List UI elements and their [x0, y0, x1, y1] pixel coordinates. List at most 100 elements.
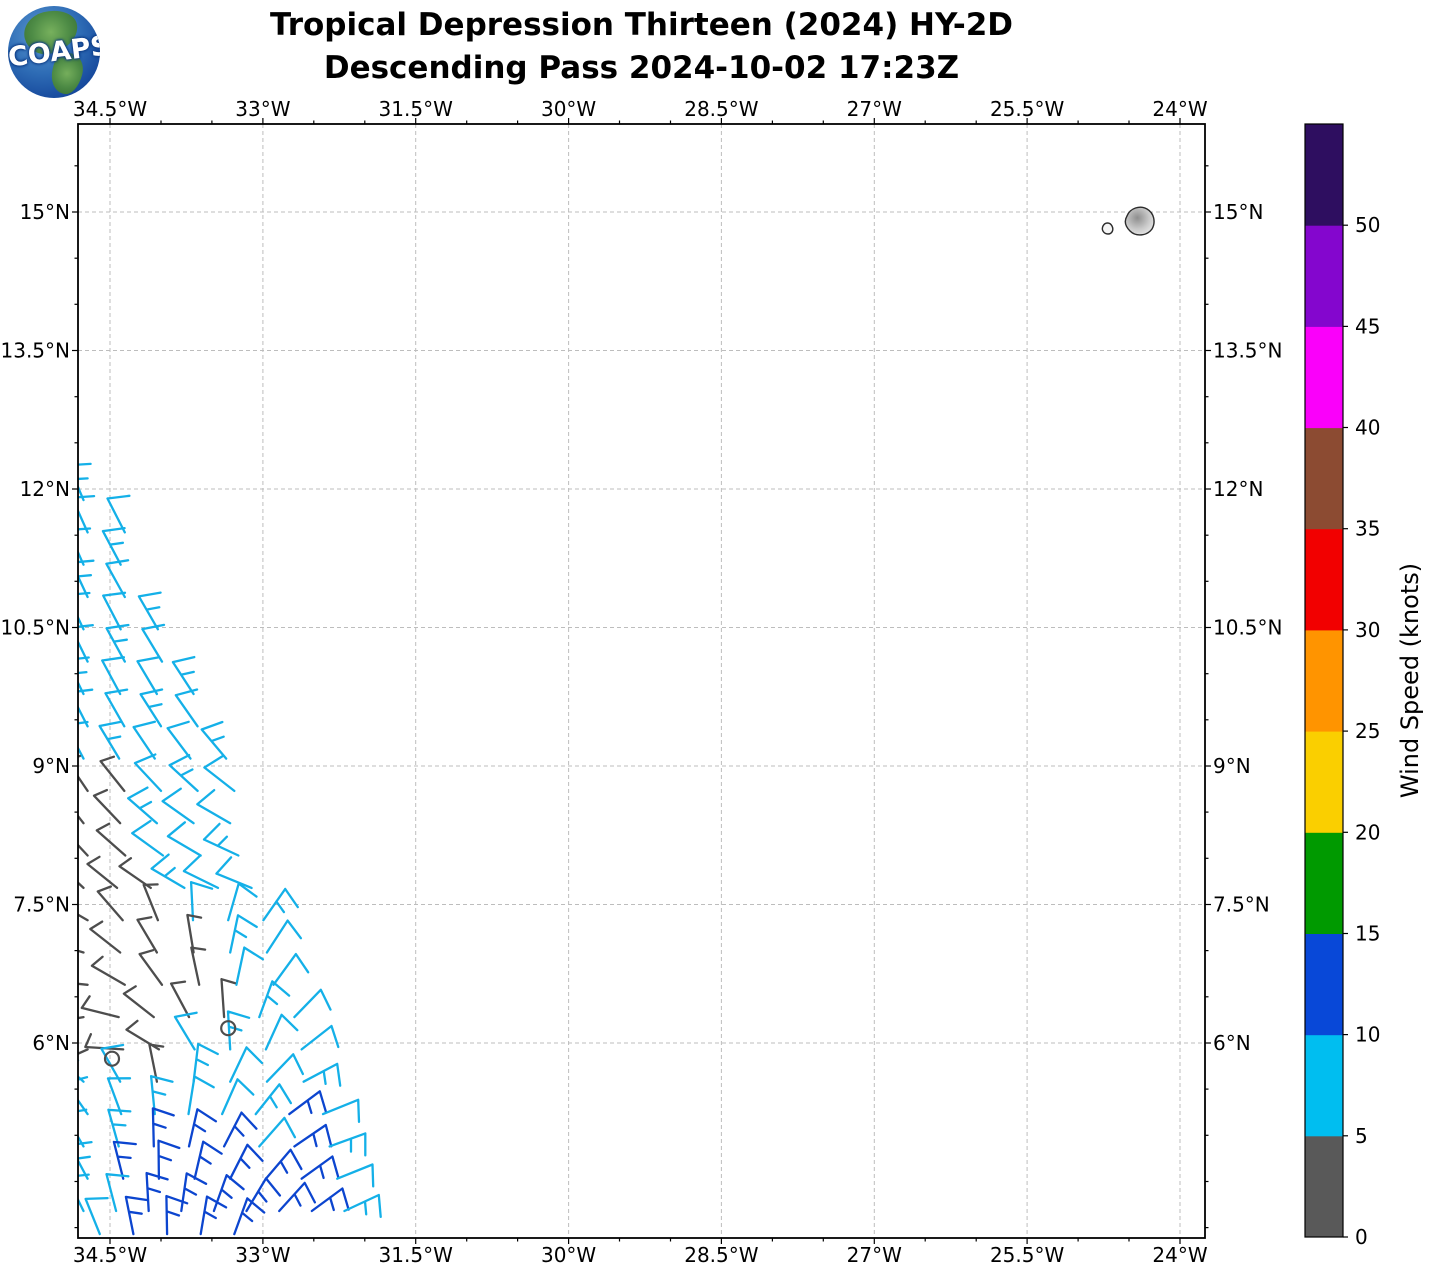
chart-subtitle: Descending Pass 2024-10-02 17:23Z [323, 50, 960, 86]
wind-barb [89, 920, 122, 954]
wind-barb [203, 754, 236, 793]
wind-barb [265, 1053, 305, 1083]
wind-barb [229, 1143, 264, 1180]
y-tick-label-left: 6°N [32, 1031, 70, 1055]
wind-barb [92, 788, 122, 825]
colorbar-tick-label: 15 [1355, 922, 1380, 946]
colorbar-segment [1305, 629, 1343, 732]
wind-barb [229, 1046, 264, 1083]
wind-barb [262, 887, 299, 922]
colorbar-segment [1305, 427, 1343, 530]
colorbar-segment [1305, 1135, 1343, 1238]
wind-barb [100, 1043, 125, 1083]
island-large [1124, 206, 1155, 236]
wind-barb [200, 720, 228, 760]
wind-barb [310, 1187, 350, 1213]
y-tick-label-right: 6°N [1213, 1031, 1251, 1055]
wind-barb [145, 1171, 169, 1213]
wind-barb [101, 656, 126, 696]
y-tick-label-right: 10.5°N [1213, 616, 1283, 640]
wind-barb [182, 854, 220, 890]
wind-barb [142, 883, 160, 922]
colorbar-tick-label: 35 [1355, 517, 1380, 541]
wind-barb [105, 623, 130, 663]
wind-barb [235, 946, 265, 986]
wind-barb [78, 656, 90, 696]
wind-barb [78, 1108, 88, 1148]
colorbar-segment [1305, 528, 1343, 631]
wind-barb [99, 755, 126, 793]
wind-barb [104, 688, 129, 728]
wind-barb [258, 980, 291, 1019]
wind-barb [105, 1173, 130, 1213]
wind-barb [84, 1196, 109, 1236]
wind-barb [227, 882, 258, 922]
wind-barb [212, 1174, 245, 1213]
wind-barb [187, 1075, 215, 1116]
coaps-logo: COAPS [8, 6, 100, 98]
chart-title: Tropical Depression Thirteen (2024) HY-2… [269, 7, 1014, 43]
colorbar-segment [1305, 731, 1343, 833]
island-small [1101, 222, 1114, 235]
gridlines [78, 124, 1205, 1238]
colorbar-segment [1305, 1034, 1343, 1137]
y-tick-label-left: 10.5°N [1, 616, 71, 640]
wind-barb [265, 919, 303, 954]
wind-barb [157, 1139, 181, 1180]
colorbar-segment [1305, 933, 1343, 1036]
wind-barb [151, 1107, 175, 1148]
wind-barb [112, 1140, 137, 1180]
wind-barb [190, 946, 207, 986]
x-tick-label-bottom: 28.5°W [684, 1243, 759, 1264]
x-tick-label-top: 33°W [235, 97, 290, 121]
colorbar-tick-label: 30 [1355, 618, 1380, 642]
wind-barb [293, 988, 332, 1019]
wind-barb [166, 720, 192, 760]
wind-barb [166, 821, 202, 857]
y-tick-label-left: 7.5°N [13, 893, 70, 917]
wind-barb [226, 1010, 251, 1051]
wind-barb [138, 949, 164, 986]
wind-barb [98, 720, 123, 760]
wind-barb [124, 1195, 149, 1236]
wind-barb [202, 822, 240, 857]
wind-barb [278, 1181, 317, 1213]
wind-barb [169, 980, 191, 1019]
wind-barb [102, 591, 127, 631]
wind-barb [165, 1194, 189, 1236]
x-tick-label-bottom: 33°W [235, 1243, 290, 1264]
colorbar: 0 5 10 15 20 25 30 35 40 45 50 Wind Speed (knots) [1304, 123, 1424, 1249]
wind-barb [101, 526, 126, 566]
y-tick-label-right: 13.5°N [1213, 339, 1283, 363]
axis-labels: 34.5°W 34.5°W 33°W 33°W 31.5°W 31.5°W 30°W 30°W… [1, 97, 1283, 1267]
wind-barb [264, 1013, 299, 1051]
x-tick-label-bottom: 24°W [1152, 1243, 1207, 1264]
wind-barb [272, 952, 310, 986]
wind-barb [78, 624, 94, 663]
wind-barb [78, 559, 95, 599]
axis-ticks [72, 118, 1211, 1244]
wind-barb [171, 655, 196, 696]
wind-barb [321, 1098, 361, 1123]
wind-barb [215, 856, 253, 890]
colorbar-axis-label: Wind Speed (knots) [1396, 563, 1424, 798]
wind-barb [174, 688, 199, 728]
x-tick-label-top: 34.5°W [73, 97, 148, 121]
island-contours [1101, 206, 1155, 236]
wind-barb [78, 1076, 89, 1116]
wind-barb [233, 1197, 266, 1236]
wind-barb [78, 494, 96, 534]
colorbar-segment [1305, 326, 1343, 429]
wind-barb [127, 786, 159, 825]
wind-barb [220, 978, 237, 1019]
wind-barb [189, 881, 214, 922]
wind-barb [106, 1077, 132, 1116]
wind-barb [78, 527, 92, 566]
colorbar-tick-label: 45 [1355, 314, 1380, 338]
wind-barb [78, 1173, 90, 1213]
colorbar-tick-label: 50 [1355, 213, 1380, 237]
wind-barb [133, 753, 163, 793]
y-tick-label-right: 12°N [1213, 477, 1263, 501]
wind-barb [300, 1155, 340, 1180]
colorbar-tick-label: 40 [1355, 416, 1380, 440]
